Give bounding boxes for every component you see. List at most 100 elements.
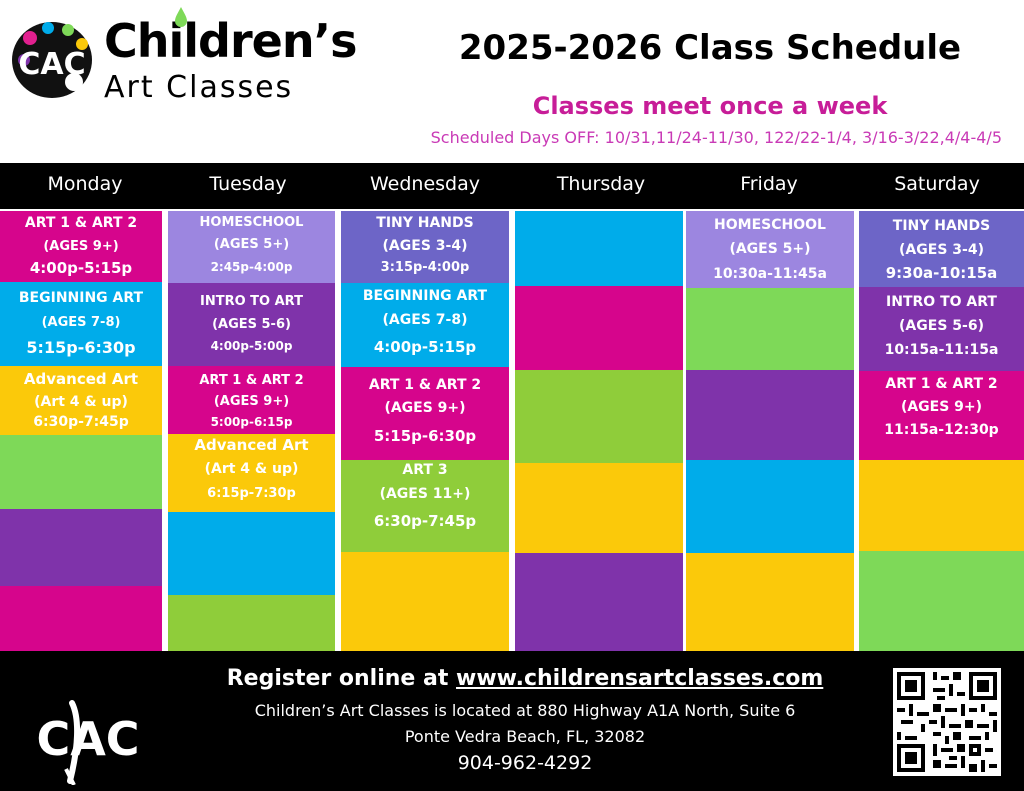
class-block: ART 1 & ART 2 (AGES 9+) 5:00p-6:15p — [168, 366, 335, 434]
class-time: 10:30a-11:45a — [713, 266, 827, 282]
class-ages: (AGES 9+) — [213, 394, 290, 409]
class-time: 4:00p-5:00p — [210, 339, 293, 353]
class-ages: (Art 4 & up) — [204, 461, 299, 477]
brand-name: Children’s — [104, 14, 357, 68]
class-ages: (AGES 7-8) — [382, 312, 468, 328]
palette-cac-logo-icon: CAC — [12, 22, 92, 98]
class-name: HOMESCHOOL — [714, 217, 826, 233]
schedule-grid: ART 1 & ART 2 (AGES 9+) 4:00p-5:15p BEGI… — [0, 209, 1024, 651]
footer: CAC Register online at www.childrensartc… — [0, 651, 1024, 791]
class-block: ART 1 & ART 2 (AGES 9+) 11:15a-12:30p — [859, 371, 1024, 460]
class-time: 6:30p-7:45p — [33, 414, 129, 430]
day-wednesday: Wednesday — [369, 173, 480, 195]
class-block: ART 1 & ART 2 (AGES 9+) 4:00p-5:15p — [0, 211, 162, 282]
brand-subtitle: Art Classes — [104, 70, 294, 105]
empty-slot — [686, 288, 854, 370]
empty-slot — [0, 586, 162, 651]
class-name: INTRO TO ART — [886, 294, 997, 310]
empty-slot — [515, 211, 683, 286]
class-time: 3:15p-4:00p — [380, 260, 470, 275]
empty-slot — [515, 553, 683, 651]
class-name: ART 1 & ART 2 — [24, 215, 138, 231]
empty-slot — [515, 463, 683, 553]
empty-slot — [0, 435, 162, 509]
class-time: 5:15p-6:30p — [373, 427, 477, 445]
class-block: ART 1 & ART 2 (AGES 9+) 5:15p-6:30p — [341, 367, 509, 460]
class-time: 2:45p-4:00p — [210, 260, 293, 274]
empty-slot — [686, 460, 854, 553]
class-name: Advanced Art — [194, 436, 309, 454]
empty-slot — [168, 595, 335, 651]
empty-slot — [515, 370, 683, 463]
empty-slot — [686, 553, 854, 651]
class-name: ART 1 & ART 2 — [885, 376, 998, 392]
class-ages: (AGES 5-6) — [899, 318, 984, 334]
class-ages: (AGES 11+) — [379, 486, 471, 502]
class-name: INTRO TO ART — [200, 294, 303, 309]
register-link[interactable]: www.childrensartclasses.com — [456, 666, 824, 691]
address-line-1: Children’s Art Classes is located at 880… — [254, 701, 796, 720]
empty-slot — [686, 370, 854, 460]
class-block: Advanced Art (Art 4 & up) 6:15p-7:30p — [168, 434, 335, 512]
class-ages: (Art 4 & up) — [34, 394, 128, 410]
class-name: HOMESCHOOL — [199, 215, 304, 230]
empty-slot — [341, 552, 509, 651]
class-block: BEGINNING ART (AGES 7-8) 4:00p-5:15p — [341, 283, 509, 367]
svg-text:CAC: CAC — [18, 47, 85, 82]
days-off-note: Scheduled Days OFF: 10/31,11/24-11/30, 1… — [430, 128, 1002, 147]
class-ages: (AGES 5+) — [213, 237, 290, 252]
page-title: 2025-2026 Class Schedule — [458, 28, 962, 68]
class-time: 5:15p-6:30p — [26, 338, 136, 357]
day-friday: Friday — [740, 173, 798, 195]
svg-text:CAC: CAC — [36, 712, 139, 766]
empty-slot — [0, 509, 162, 586]
day-tuesday: Tuesday — [209, 173, 287, 195]
day-header-bar: Monday Tuesday Wednesday Thursday Friday… — [0, 163, 1024, 209]
class-block: HOMESCHOOL (AGES 5+) 2:45p-4:00p — [168, 211, 335, 283]
class-block: TINY HANDS (AGES 3-4) 9:30a-10:15a — [859, 211, 1024, 287]
class-block: INTRO TO ART (AGES 5-6) 10:15a-11:15a — [859, 287, 1024, 371]
day-saturday: Saturday — [894, 173, 980, 195]
class-ages: (AGES 9+) — [384, 400, 466, 416]
class-ages: (AGES 5-6) — [212, 317, 291, 332]
class-name: BEGINNING ART — [362, 288, 488, 304]
class-block: BEGINNING ART (AGES 7-8) 5:15p-6:30p — [0, 282, 162, 366]
class-ages: (AGES 3-4) — [899, 242, 984, 258]
class-time: 6:15p-7:30p — [207, 486, 296, 501]
paint-drop-icon — [175, 7, 187, 27]
class-ages: (AGES 9+) — [43, 239, 119, 254]
class-block: ART 3 (AGES 11+) 6:30p-7:45p — [341, 460, 509, 552]
class-time: 4:00p-5:15p — [373, 338, 477, 356]
class-name: BEGINNING ART — [18, 290, 144, 306]
class-name: ART 1 & ART 2 — [199, 373, 304, 388]
schedule-subtitle: Classes meet once a week — [532, 92, 888, 120]
empty-slot — [859, 551, 1024, 651]
class-ages: (AGES 7-8) — [41, 315, 121, 330]
class-block: Advanced Art (Art 4 & up) 6:30p-7:45p — [0, 366, 162, 435]
class-ages: (AGES 9+) — [900, 399, 983, 415]
day-thursday: Thursday — [556, 173, 646, 195]
register-line: Register online at www.childrensartclass… — [180, 666, 870, 691]
class-name: TINY HANDS — [892, 218, 991, 234]
class-time: 11:15a-12:30p — [884, 422, 999, 438]
register-prefix: Register online at — [226, 666, 457, 691]
class-name: Advanced Art — [23, 370, 139, 388]
cac-brush-logo-icon: CAC — [36, 700, 140, 785]
class-name: ART 3 — [402, 462, 448, 478]
class-ages: (AGES 3-4) — [382, 238, 468, 254]
class-name: ART 1 & ART 2 — [368, 377, 482, 393]
class-name: TINY HANDS — [376, 215, 474, 231]
address-line-2: Ponte Vedra Beach, FL, 32082 — [404, 727, 646, 746]
phone-number: 904-962-4292 — [457, 752, 593, 774]
class-time: 9:30a-10:15a — [885, 264, 998, 282]
day-monday: Monday — [47, 173, 123, 195]
qr-code-icon[interactable] — [893, 668, 1001, 776]
empty-slot — [515, 286, 683, 370]
class-block: HOMESCHOOL (AGES 5+) 10:30a-11:45a — [686, 211, 854, 288]
empty-slot — [859, 460, 1024, 551]
class-block: INTRO TO ART (AGES 5-6) 4:00p-5:00p — [168, 283, 335, 366]
class-time: 4:00p-5:15p — [29, 259, 133, 277]
empty-slot — [168, 512, 335, 595]
class-time: 5:00p-6:15p — [210, 415, 293, 429]
class-time: 10:15a-11:15a — [884, 342, 999, 358]
